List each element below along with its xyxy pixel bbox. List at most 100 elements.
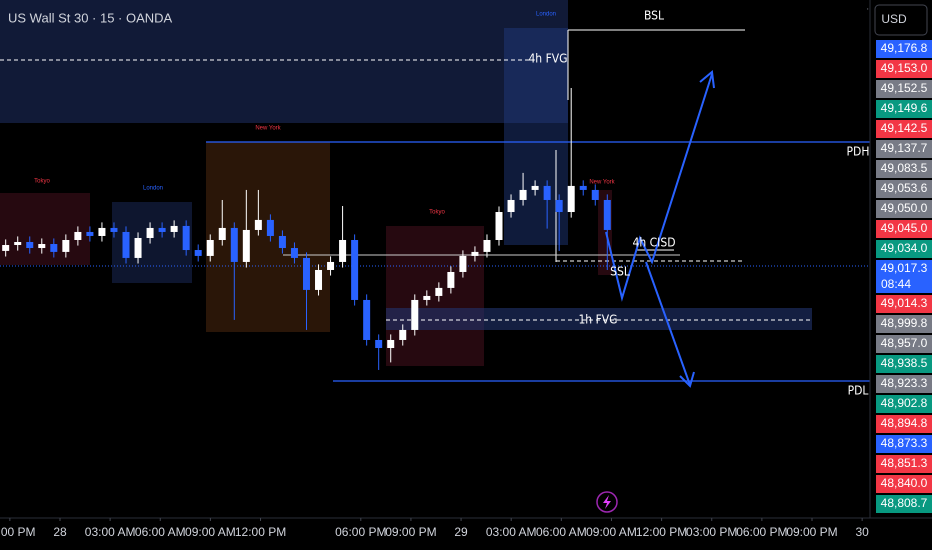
arrowhead (679, 371, 695, 388)
session-label: New York (589, 180, 615, 186)
candle-body (26, 242, 34, 249)
candle-body (230, 227, 238, 262)
x-tick-label: 09:00 PM (385, 525, 436, 539)
candle-body (399, 329, 407, 340)
annotation: 4h FVG (528, 52, 567, 66)
session-label: London (143, 186, 163, 192)
x-tick-label: 03:00 AM (85, 525, 136, 539)
price-tag (876, 395, 932, 413)
x-tick-label: 03:00 PM (686, 525, 737, 539)
candle-body (254, 219, 262, 230)
candle-body (519, 189, 527, 200)
annotation: 4h CISD (632, 236, 675, 250)
price-tag (876, 200, 932, 218)
price-tag (876, 80, 932, 98)
candle-body (242, 229, 250, 262)
candle-body (507, 199, 515, 213)
countdown: 08:44 (881, 277, 911, 291)
candle-body (62, 239, 70, 252)
price-tag-label: 49,053.6 (881, 181, 928, 195)
projection-arrow (645, 261, 691, 386)
price-tag (876, 240, 932, 258)
candle-body (50, 244, 58, 252)
x-tick-label: 12:00 PM (636, 525, 687, 539)
x-tick-label: 09:00 AM (586, 525, 637, 539)
session-label: London (536, 12, 556, 18)
candle-body (603, 199, 611, 230)
price-tag (876, 260, 932, 293)
price-tag-label: 49,142.5 (881, 121, 928, 135)
session-box (206, 142, 330, 332)
price-tag (876, 315, 932, 333)
price-tag (876, 455, 932, 473)
price-tag-label: 49,014.3 (881, 296, 928, 310)
price-tag-label: 49,137.7 (881, 141, 928, 155)
annotation: 1h FVG (578, 313, 617, 327)
candle-body (146, 227, 154, 238)
candle-body (218, 227, 226, 240)
price-tag (876, 375, 932, 393)
price-tag-label: 48,999.8 (881, 316, 928, 330)
candle-body (98, 227, 106, 236)
x-tick-label: 06:00 AM (536, 525, 587, 539)
candle-body (266, 219, 274, 236)
annotation: BSL (644, 9, 664, 23)
session-box (0, 193, 90, 265)
fvg-1h-zone (386, 308, 812, 330)
ellipsis[interactable]: · (866, 4, 869, 15)
price-tag (876, 435, 932, 453)
annotation: PDH (847, 145, 870, 159)
x-tick-label: 09:00 AM (185, 525, 236, 539)
price-tag-label: 49,034.0 (881, 241, 928, 255)
candles (2, 87, 611, 370)
price-tags: 49,176.8 49,153.0 49,152.5 49,149.6 49,142.5… (876, 40, 932, 513)
projection-arrow (605, 73, 713, 302)
candle-body (339, 239, 347, 262)
candle-body (555, 199, 563, 213)
price-tag (876, 180, 932, 198)
price-tag-label: 48,873.3 (881, 436, 928, 450)
price-tag (876, 40, 932, 58)
x-tick-label: 28 (53, 525, 67, 539)
price-tag (876, 495, 932, 513)
price-tag-label: 49,050.0 (881, 201, 928, 215)
candle-body (290, 248, 298, 258)
candle-body (38, 244, 46, 249)
candle-body (110, 227, 118, 232)
candle-body (387, 339, 395, 349)
price-tag-label: 48,923.3 (881, 376, 928, 390)
price-tag (876, 415, 932, 433)
candle-body (278, 235, 286, 249)
price-tag-label: 49,153.0 (881, 61, 928, 75)
candle-body (495, 212, 503, 240)
plot-area: BSL 4h FVG PDH PDL 1h FVG 4h CISD SSL To… (0, 0, 870, 513)
price-tag (876, 100, 932, 118)
x-tick-label: 06:00 PM (335, 525, 386, 539)
price-tag-label: 48,938.5 (881, 356, 928, 370)
price-tag-label: 49,149.6 (881, 101, 928, 115)
session-label: Tokyo (34, 179, 50, 185)
candle-body (170, 225, 178, 232)
price-tag (876, 220, 932, 238)
candle-body (158, 227, 166, 232)
candle-body (302, 257, 310, 290)
price-tag (876, 140, 932, 158)
x-tick-label: 29 (454, 525, 468, 539)
price-tag (876, 475, 932, 493)
x-tick-label: 06:00 AM (135, 525, 186, 539)
alert-icon[interactable] (596, 491, 618, 513)
price-tag-label: 49,045.0 (881, 221, 928, 235)
price-tag (876, 355, 932, 373)
price-tag-label: 48,957.0 (881, 336, 928, 350)
x-tick-label: 06:00 PM (736, 525, 787, 539)
candle-body (206, 239, 214, 256)
currency-button[interactable] (874, 4, 928, 36)
session-label: New York (255, 126, 281, 132)
candle-body (86, 231, 94, 236)
price-tag-label: 48,902.8 (881, 396, 928, 410)
session-label: Tokyo (429, 210, 445, 216)
alert-icon-glyph (603, 495, 611, 509)
x-tick-label: 30 (855, 525, 869, 539)
